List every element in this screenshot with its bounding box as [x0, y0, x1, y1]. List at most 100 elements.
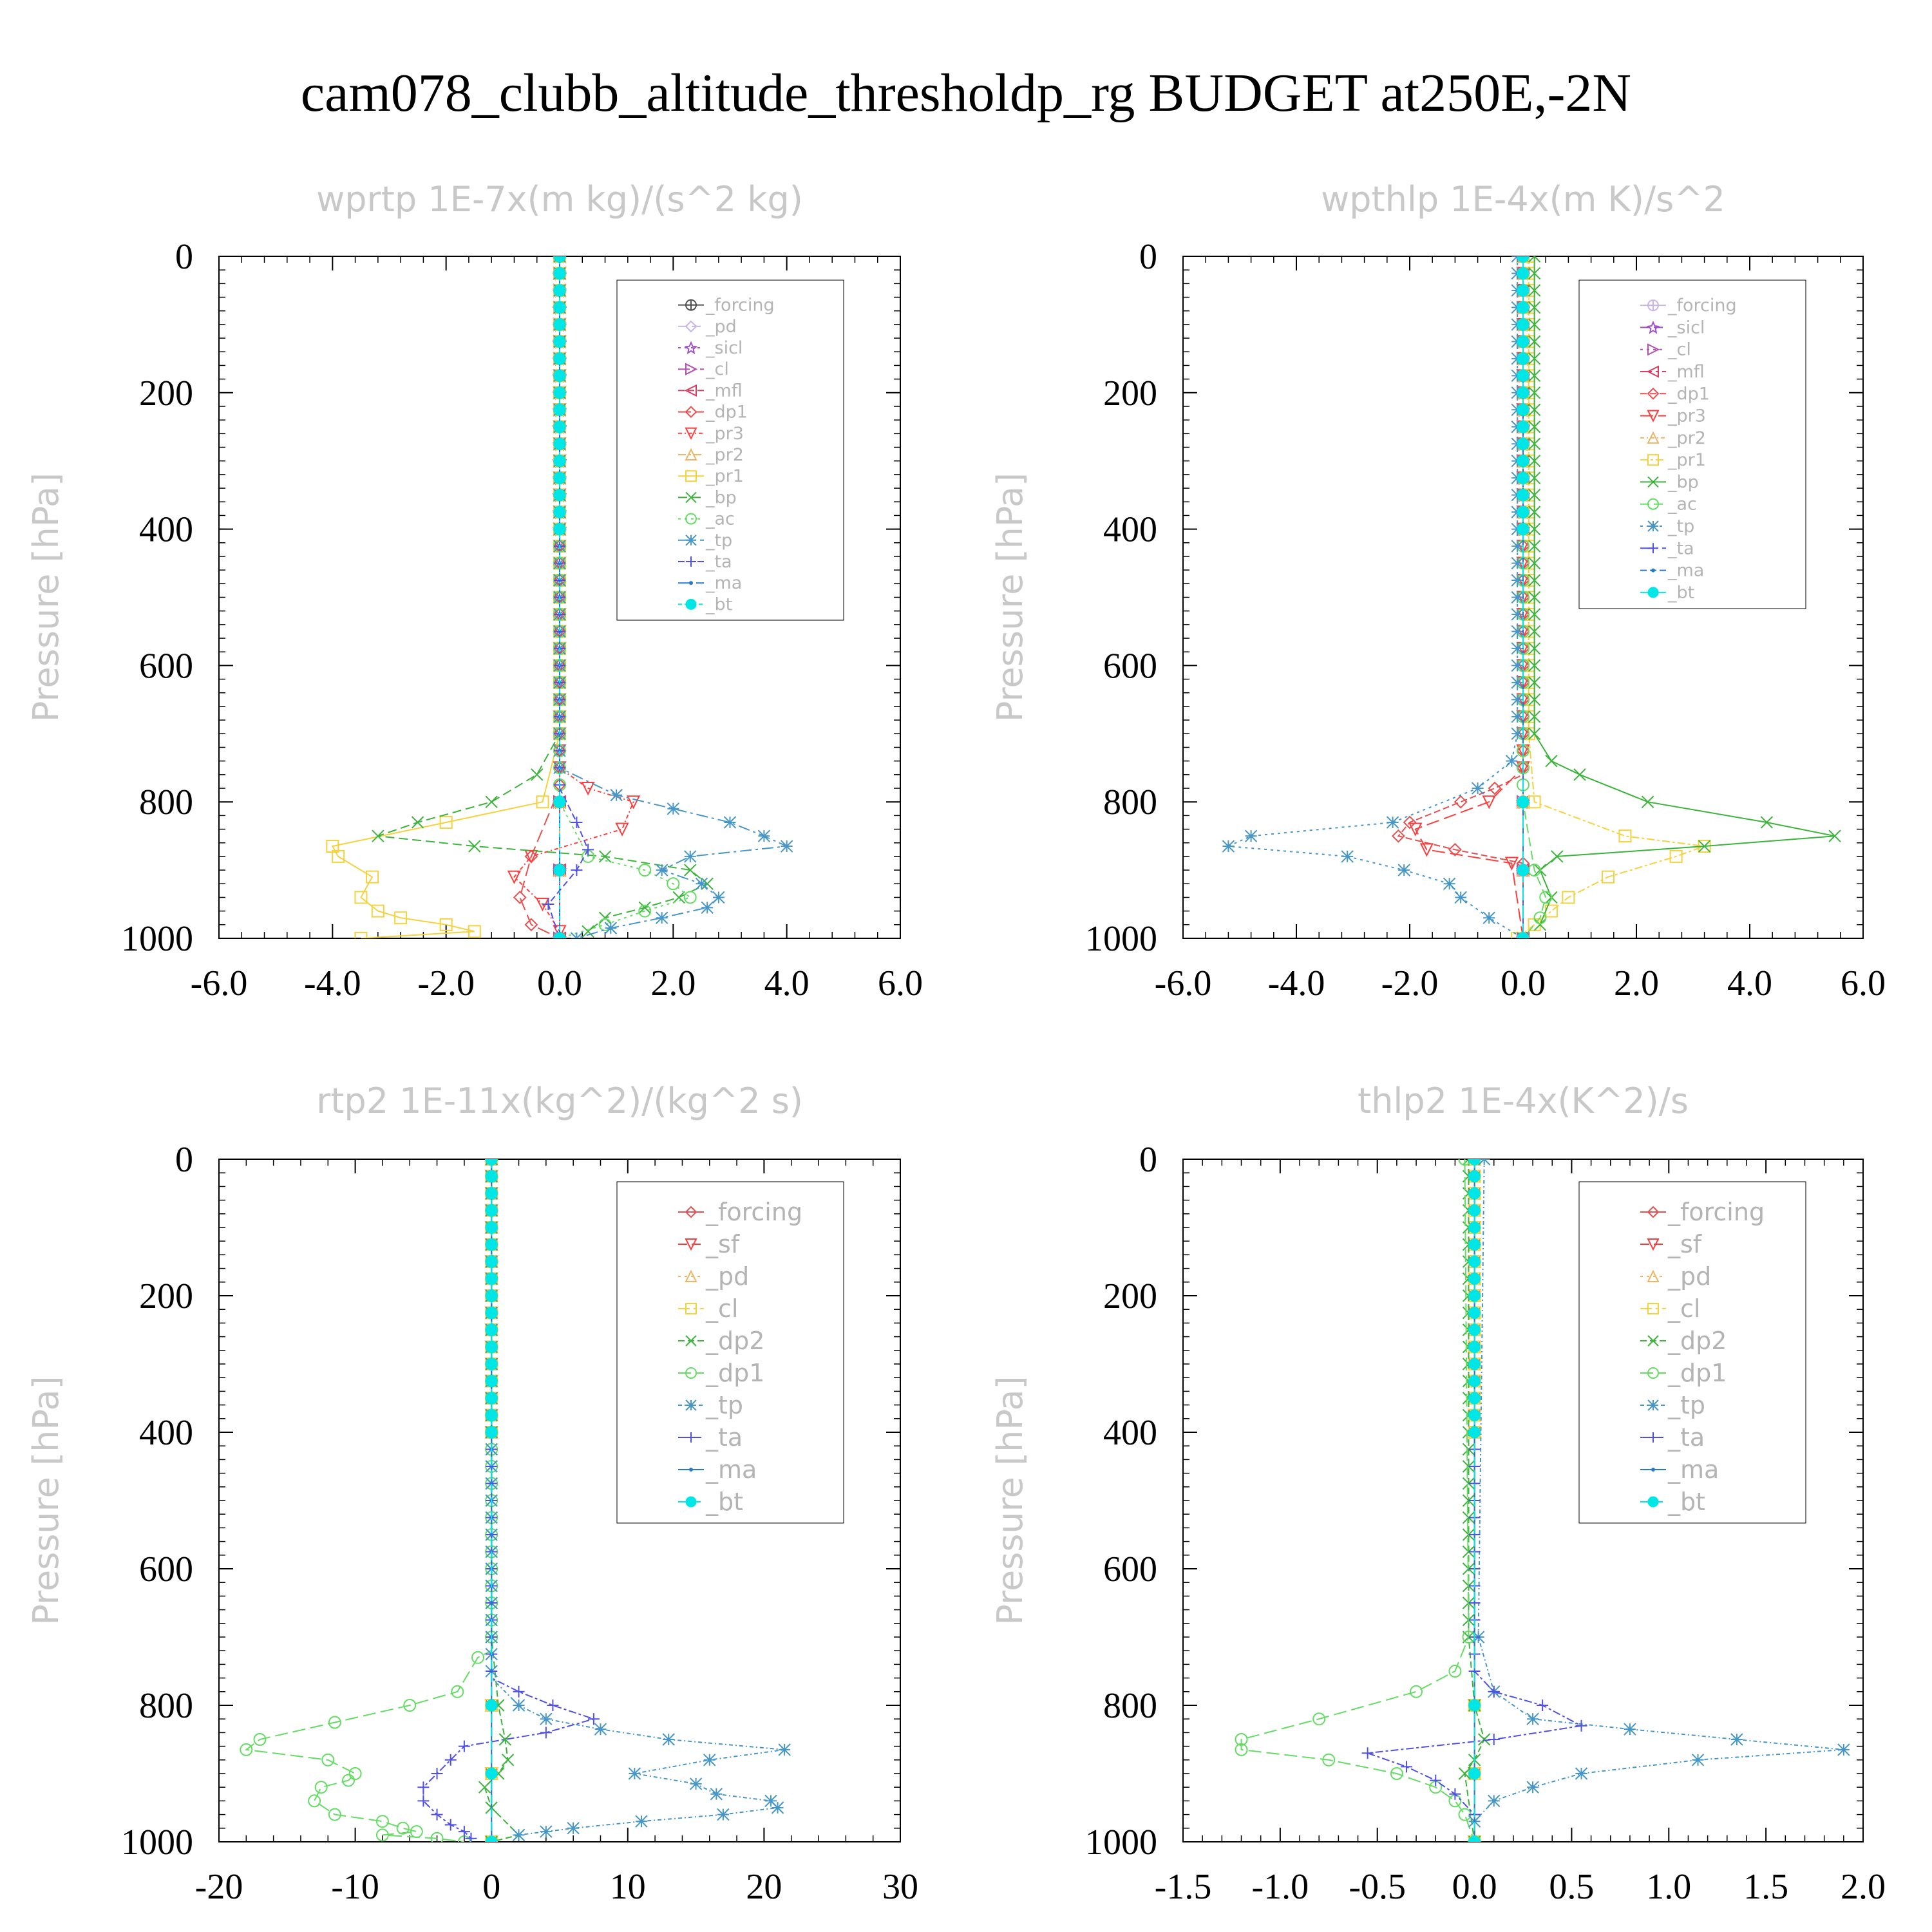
- data-point: [485, 1221, 498, 1234]
- data-point: [581, 782, 595, 796]
- y-axis-label: Pressure [hPa]: [990, 1376, 1030, 1625]
- legend-marker: [685, 427, 697, 440]
- data-point: [667, 877, 680, 891]
- data-point: [431, 1808, 443, 1821]
- y-tick-label: 800: [1103, 782, 1157, 822]
- series-line: [377, 256, 709, 933]
- legend-label: _pr1: [1667, 450, 1706, 470]
- data-point: [1517, 437, 1530, 450]
- series-tp: [1222, 256, 1530, 938]
- data-point: [553, 864, 566, 876]
- data-point: [485, 1187, 498, 1200]
- legend-marker: [684, 341, 698, 355]
- y-tick-label: 1000: [121, 1823, 193, 1862]
- data-point: [375, 1828, 389, 1842]
- data-point: [417, 1781, 430, 1794]
- data-point: [1526, 1781, 1539, 1794]
- data-point: [1562, 891, 1575, 904]
- data-point: [553, 284, 566, 297]
- data-point: [240, 1743, 253, 1756]
- data-point: [485, 795, 498, 808]
- data-point: [1462, 1460, 1475, 1473]
- data-point: [1517, 506, 1530, 518]
- data-point: [1618, 829, 1632, 843]
- legend-entry: _tp: [1640, 516, 1694, 536]
- legend-marker: [689, 1468, 693, 1472]
- data-point: [1511, 659, 1524, 672]
- data-point: [1526, 1712, 1539, 1725]
- legend-marker: [1647, 1206, 1660, 1218]
- legend-entry: _tp: [1640, 1391, 1705, 1419]
- legend-label: _cl: [705, 359, 729, 379]
- data-point: [553, 437, 566, 450]
- legend-entry: _ta: [678, 552, 732, 572]
- y-tick-label: 200: [139, 1276, 193, 1316]
- series-line: [491, 1159, 785, 1836]
- data-point: [308, 1794, 321, 1808]
- y-tick-label: 800: [139, 782, 193, 822]
- legend-marker: [685, 1496, 697, 1508]
- data-point: [507, 870, 522, 884]
- legend-entry: _ac: [1640, 495, 1697, 515]
- data-point: [524, 918, 538, 932]
- data-point: [1361, 1747, 1374, 1759]
- data-point: [1528, 301, 1541, 314]
- data-point: [321, 1753, 335, 1766]
- legend-entry: _ta: [1640, 1423, 1705, 1452]
- data-point: [1511, 608, 1524, 621]
- series-ta: [417, 1159, 600, 1842]
- legend-label: _sicl: [705, 338, 743, 358]
- data-point: [1488, 1734, 1500, 1745]
- data-point: [1462, 1528, 1475, 1541]
- series-line: [244, 1159, 493, 1842]
- data-point: [553, 403, 566, 416]
- x-tick-label: 0.0: [1452, 1867, 1497, 1907]
- legend-entry: _ac: [678, 509, 735, 529]
- legend-marker: [1647, 1303, 1659, 1314]
- data-point: [1468, 1699, 1481, 1712]
- data-point: [1528, 608, 1541, 621]
- data-point: [553, 256, 566, 263]
- legend-label: _bt: [1667, 583, 1694, 603]
- x-tick-label: 2.0: [1614, 963, 1659, 1003]
- data-point: [439, 815, 453, 829]
- data-point: [553, 318, 566, 331]
- data-point: [1575, 1767, 1588, 1780]
- y-tick-label: 600: [1103, 646, 1157, 686]
- data-point: [1517, 386, 1530, 399]
- data-point: [553, 795, 566, 808]
- data-point: [1528, 693, 1541, 706]
- series-bt: [1468, 1159, 1481, 1842]
- legend-box: [1578, 1181, 1806, 1524]
- series-bt: [553, 256, 566, 938]
- data-point: [1222, 840, 1235, 853]
- panel-title: wpthlp 1E-4x(m K)/s^2: [1321, 179, 1725, 220]
- legend-marker: [1647, 1367, 1659, 1379]
- y-tick-label: 600: [139, 1549, 193, 1589]
- data-point: [394, 911, 408, 925]
- data-point: [638, 864, 652, 877]
- legend-label: _dp2: [705, 1327, 764, 1355]
- data-point: [1528, 659, 1541, 672]
- legend-entry: _bt: [678, 594, 732, 614]
- x-tick-label: 10: [610, 1867, 646, 1907]
- legend-entry: _ma: [1640, 1455, 1719, 1484]
- figure-title: cam078_clubb_altitude_thresholdp_rg BUDG…: [301, 63, 1631, 123]
- legend-marker: [685, 1399, 697, 1411]
- data-point: [553, 335, 566, 348]
- data-point: [582, 844, 594, 856]
- legend-box: [1578, 279, 1806, 609]
- data-point: [553, 471, 566, 484]
- legend-marker: [685, 491, 697, 504]
- data-point: [684, 850, 697, 863]
- data-point: [1828, 829, 1841, 842]
- data-point: [372, 829, 384, 842]
- legend-entry: _forcing: [678, 296, 775, 316]
- legend-entry: _bp: [678, 488, 737, 507]
- data-point: [1528, 522, 1541, 536]
- legend-label: _dp1: [705, 1359, 764, 1387]
- legend: _forcing _sf _pd _cl _dp2 _dp1 _tp _ta _ma _bt: [1578, 1181, 1806, 1524]
- data-point: [683, 891, 697, 904]
- data-point: [615, 822, 629, 837]
- data-point: [1528, 369, 1541, 383]
